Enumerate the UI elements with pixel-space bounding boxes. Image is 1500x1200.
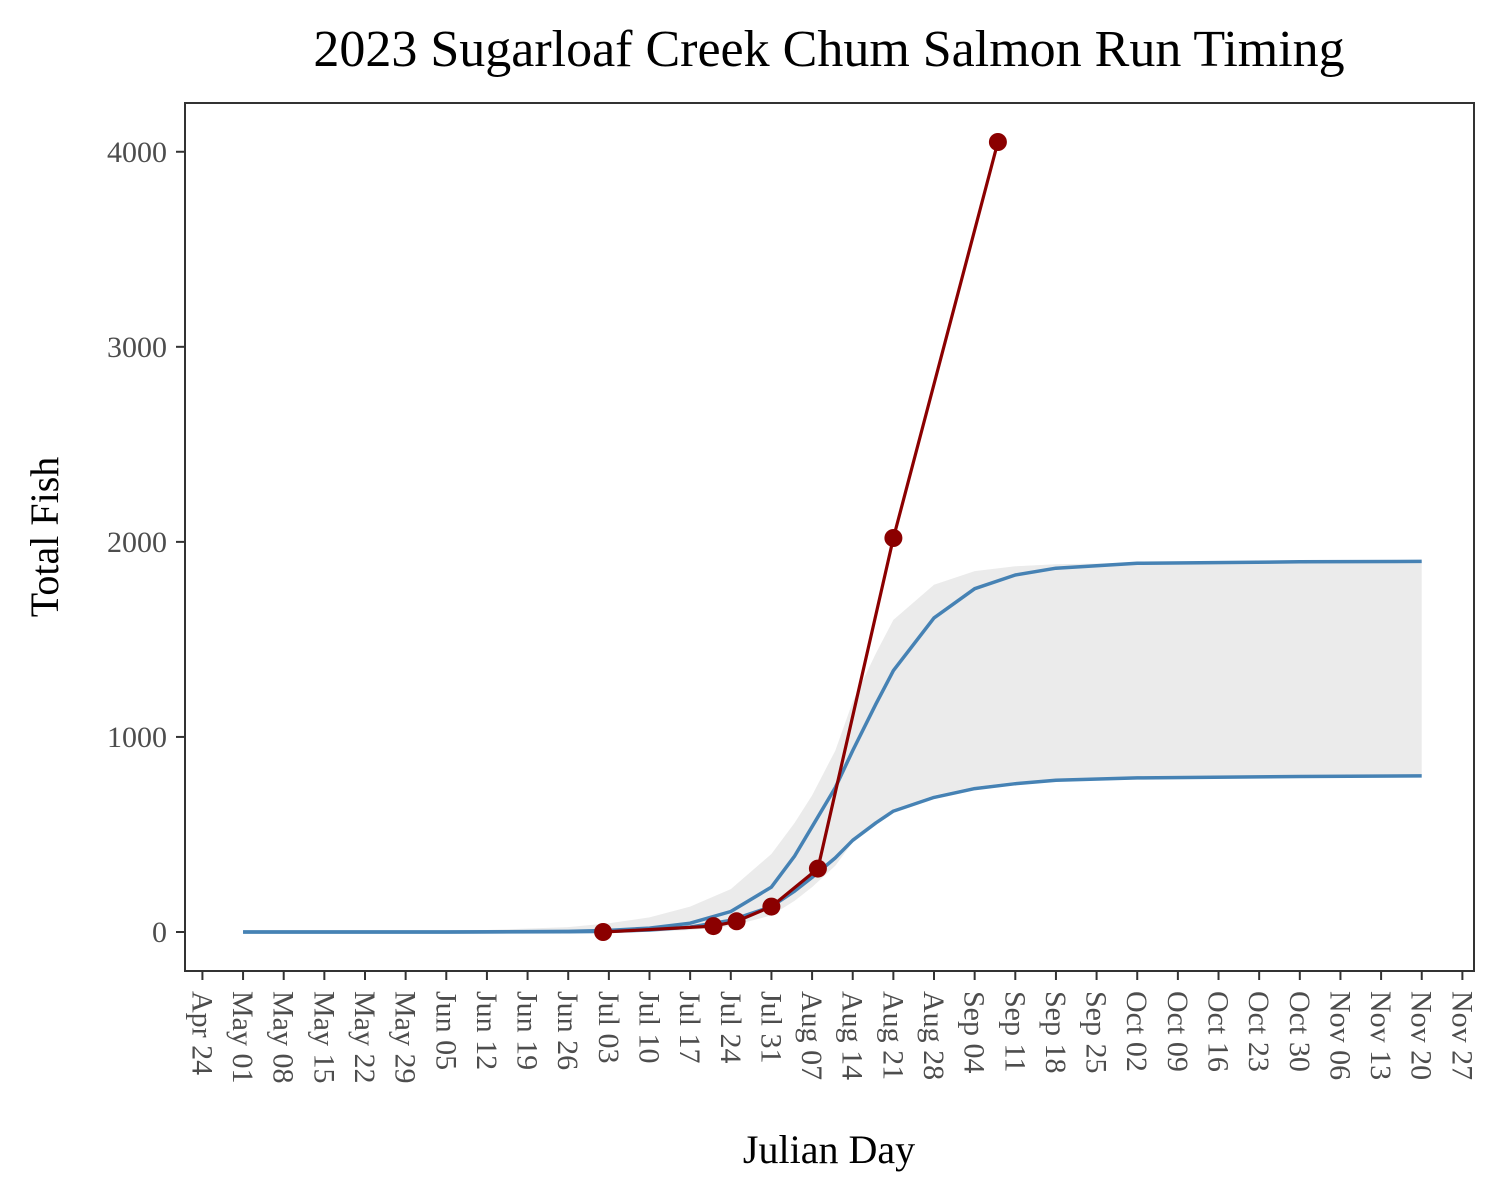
- x-tick-label: Sep 04: [958, 991, 991, 1074]
- x-tick-label: Oct 09: [1161, 991, 1194, 1072]
- series-2-point: [704, 917, 723, 936]
- series-2-point: [884, 529, 903, 547]
- x-tick-label: Aug 14: [836, 991, 869, 1080]
- x-tick-label: May 08: [267, 991, 300, 1084]
- x-tick-label: Oct 23: [1242, 991, 1275, 1072]
- x-tick-label: Jun 26: [551, 991, 584, 1070]
- x-tick-label: Jun 12: [470, 991, 503, 1070]
- x-tick-label: Jun 05: [429, 991, 462, 1070]
- chart-title: 2023 Sugarloaf Creek Chum Salmon Run Tim…: [313, 21, 1344, 78]
- x-tick-label: Nov 13: [1364, 991, 1397, 1080]
- confidence-band-layer: [243, 561, 1422, 932]
- series-2-point: [808, 859, 827, 878]
- x-tick-label: Jun 19: [511, 991, 544, 1070]
- x-tick-label: Oct 30: [1283, 991, 1316, 1072]
- confidence-band: [243, 561, 1422, 932]
- y-tick-label: 1000: [107, 721, 167, 754]
- x-tick-label: Aug 21: [876, 991, 909, 1080]
- x-tick-label: May 01: [226, 991, 259, 1084]
- x-tick-label: Nov 20: [1405, 991, 1438, 1080]
- x-tick-label: Oct 16: [1202, 991, 1235, 1072]
- x-tick-label: Jul 17: [673, 991, 706, 1064]
- series-2-point: [727, 912, 746, 931]
- x-axis-title: Julian Day: [743, 1127, 915, 1172]
- x-tick-label: Sep 11: [998, 991, 1031, 1072]
- x-tick-label: Aug 07: [795, 991, 828, 1080]
- series-2-point: [988, 133, 1007, 151]
- y-axis-title: Total Fish: [22, 457, 67, 618]
- y-tick-label: 2000: [107, 526, 167, 559]
- x-tick-label: Nov 06: [1324, 991, 1357, 1080]
- x-tick-label: Jul 24: [714, 991, 747, 1064]
- x-tick-label: Sep 25: [1080, 991, 1113, 1074]
- x-tick-label: Sep 18: [1039, 991, 1072, 1074]
- x-tick-label: Aug 28: [917, 991, 950, 1080]
- y-axis: 0 1000 2000 3000 4000: [107, 136, 185, 949]
- x-tick-label: May 15: [307, 991, 340, 1084]
- series-2-point: [594, 923, 613, 941]
- x-tick-label: Jul 31: [754, 991, 787, 1064]
- y-tick-label: 3000: [107, 331, 167, 364]
- y-tick-label: 0: [152, 916, 167, 949]
- x-tick-label: Oct 02: [1120, 991, 1153, 1072]
- x-tick-label: May 29: [389, 991, 422, 1084]
- y-tick-label: 4000: [107, 136, 167, 169]
- x-tick-label: Apr 24: [185, 991, 218, 1075]
- x-tick-label: Jul 03: [592, 991, 625, 1064]
- x-axis: Apr 24 May 01 May 08 May 15 May 22 May 29 Jun …: [185, 971, 1478, 1084]
- x-tick-label: Nov 27: [1445, 991, 1478, 1080]
- series-layer: [243, 133, 1422, 941]
- x-tick-label: May 22: [348, 991, 381, 1084]
- x-tick-label: Jul 10: [633, 991, 666, 1064]
- series-2-point: [762, 897, 781, 916]
